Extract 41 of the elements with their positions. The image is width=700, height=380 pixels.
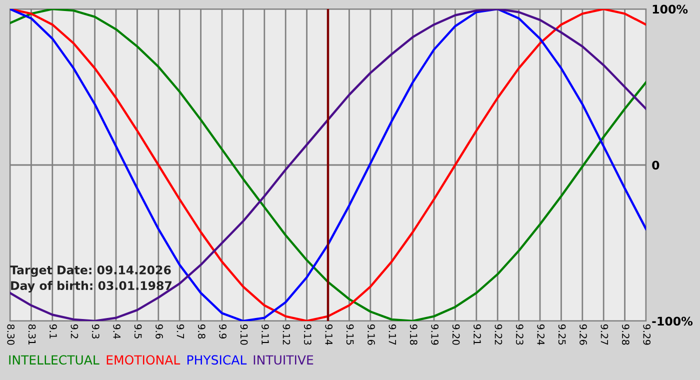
x-tick-label: 9.5	[134, 324, 142, 338]
x-tick-label: 8.30	[7, 324, 15, 345]
x-tick-label: 9.22	[494, 324, 502, 344]
text: INTELLECTUAL	[9, 355, 100, 365]
y-tick-label: 100%	[652, 4, 688, 14]
x-tick-label: 9.1	[50, 324, 57, 338]
x-tick-label: 9.12	[282, 324, 290, 344]
x-tick-label: 9.15	[346, 324, 354, 345]
x-tick-label: 9.25	[558, 324, 566, 345]
x-tick-label: 8.31	[28, 324, 36, 345]
line-series	[10, 9, 646, 321]
x-tick-label: 9.4	[113, 324, 121, 339]
x-tick-label: 9.14	[325, 324, 333, 345]
x-tick-label: 9.27	[600, 324, 608, 345]
x-tick-label: 9.21	[474, 324, 481, 345]
x-tick-label: 9.29	[643, 324, 651, 345]
text: INTUITIVE	[254, 355, 314, 365]
x-tick-label: 9.9	[219, 324, 227, 339]
x-tick-label: 9.3	[92, 324, 100, 338]
x-tick-label: 9.19	[431, 324, 439, 345]
x-tick-label: 9.11	[262, 324, 269, 345]
x-tick-label: 9.23	[516, 324, 524, 345]
annotation: Target Date: 09.14.2026	[10, 265, 171, 277]
x-tick-label: 9.8	[198, 324, 206, 339]
text: PHYSICAL	[187, 355, 247, 365]
x-tick-label: 9.7	[176, 324, 184, 338]
x-tick-label: 9.16	[368, 324, 375, 345]
y-tick-label: 0	[652, 160, 660, 170]
x-tick-label: 9.2	[70, 324, 78, 338]
x-tick-label: 9.17	[388, 324, 396, 345]
annotation: Day of birth: 03.01.1987	[11, 280, 172, 292]
x-tick-label: 9.13	[304, 324, 312, 345]
x-tick-label: 9.6	[156, 324, 163, 339]
x-tick-label: 9.10	[240, 324, 248, 345]
x-tick-label: 9.28	[622, 324, 630, 345]
x-tick-label: 9.26	[580, 324, 587, 345]
x-tick-label: 9.18	[410, 324, 418, 345]
x-tick-label: 9.24	[537, 324, 545, 345]
x-tick-label: 9.20	[452, 324, 460, 345]
text: EMOTIONAL	[106, 355, 180, 365]
y-tick-label: -100%	[652, 316, 693, 326]
